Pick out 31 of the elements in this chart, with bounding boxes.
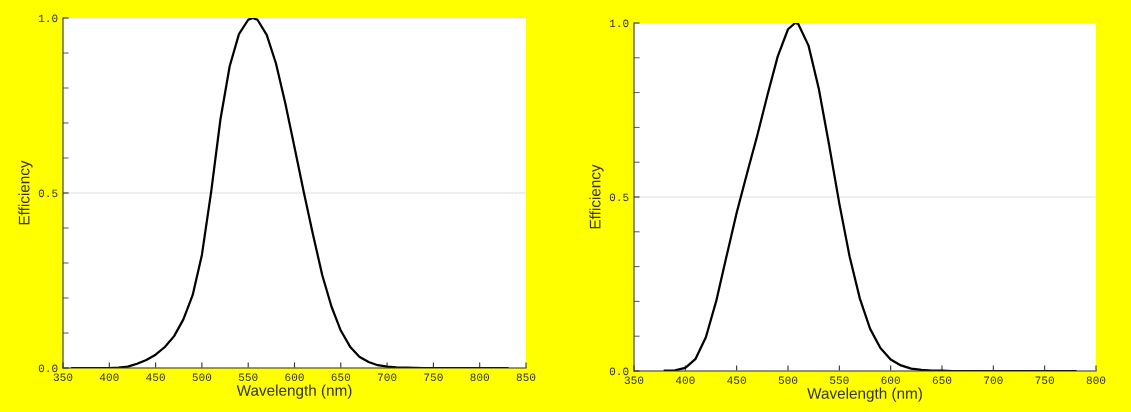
x-tick-label: 650 — [331, 373, 351, 382]
y-tick-label: 1.0 — [609, 19, 629, 28]
x-tick-label: 700 — [377, 373, 397, 382]
y-tick-label: 0.5 — [38, 189, 58, 198]
x-tick-label: 650 — [932, 376, 952, 385]
y-tick-label: 0.5 — [609, 193, 629, 202]
x-tick-label: 400 — [99, 373, 119, 382]
x-tick-label: 750 — [424, 373, 443, 382]
x-tick-label: 800 — [470, 373, 490, 382]
x-tick-label: 450 — [146, 373, 165, 382]
x-tick-label: 800 — [1086, 376, 1106, 385]
y-axis-title: Efficiency — [589, 164, 604, 229]
x-axis-title: Wavelength (nm) — [236, 384, 352, 399]
x-tick-label: 600 — [881, 376, 900, 385]
x-tick-label: 500 — [778, 376, 798, 385]
x-tick-label: 750 — [1035, 376, 1054, 385]
y-axis-title: Efficiency — [18, 160, 33, 225]
y-tick-label: 1.0 — [38, 14, 58, 23]
y-tick-label: 0.0 — [609, 367, 629, 376]
x-tick-label: 850 — [516, 373, 536, 382]
x-tick-label: 550 — [830, 376, 849, 385]
x-axis-title: Wavelength (nm) — [807, 387, 922, 402]
x-tick-label: 600 — [285, 373, 304, 382]
x-tick-label: 500 — [192, 373, 212, 382]
x-tick-label: 550 — [238, 373, 258, 382]
x-tick-label: 350 — [53, 373, 73, 382]
x-tick-label: 400 — [675, 376, 695, 385]
y-tick-label: 0.0 — [38, 364, 58, 373]
x-tick-label: 700 — [984, 376, 1003, 385]
x-tick-label: 350 — [624, 376, 644, 385]
x-tick-label: 450 — [727, 376, 746, 385]
